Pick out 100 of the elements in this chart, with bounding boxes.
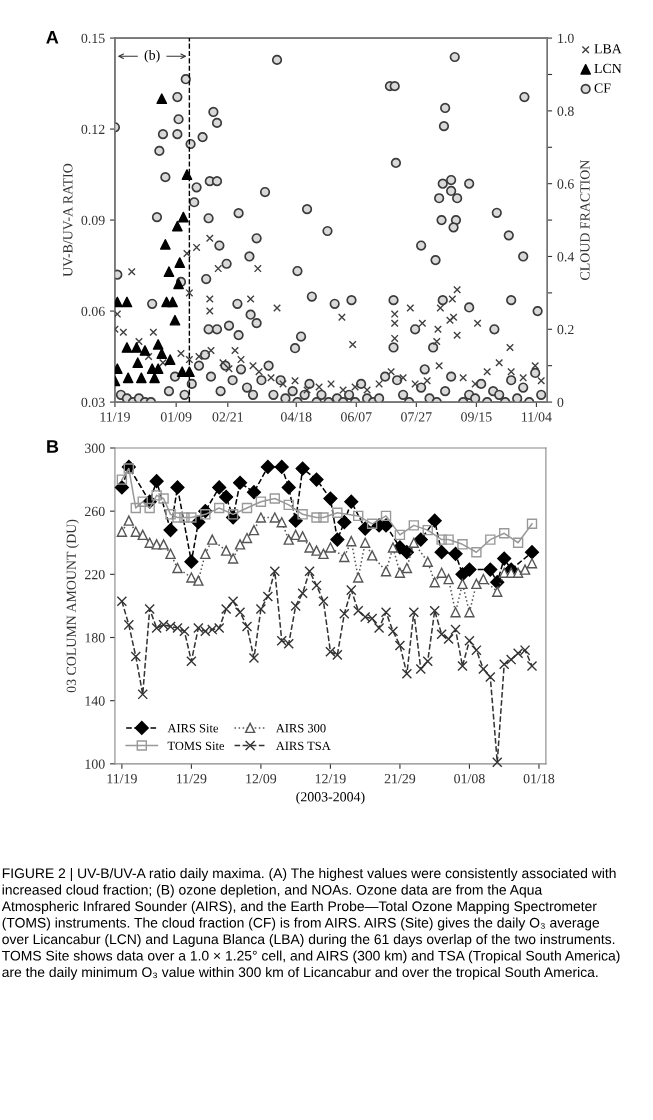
- point: [373, 622, 385, 634]
- point: [519, 644, 531, 656]
- y2-tick-label: 0.2: [557, 324, 574, 335]
- point: [137, 529, 148, 541]
- point: [241, 502, 253, 514]
- point: [269, 512, 281, 523]
- point: [132, 357, 144, 369]
- point: [526, 518, 538, 530]
- point: [130, 526, 141, 537]
- point: [436, 567, 447, 578]
- point: [130, 651, 141, 662]
- x-tick-label: 09/15: [461, 412, 492, 422]
- point: [478, 663, 489, 675]
- point: [344, 494, 359, 509]
- point: [339, 551, 350, 563]
- point: [227, 553, 239, 564]
- point: [144, 502, 155, 514]
- point: [151, 622, 162, 634]
- point: [434, 545, 449, 560]
- point: [144, 603, 155, 615]
- point: [325, 646, 336, 657]
- point: [283, 499, 294, 511]
- x-tick-label: 11/29: [177, 774, 207, 784]
- point: [408, 520, 420, 531]
- point: [137, 689, 148, 700]
- point: [164, 354, 176, 365]
- point: [485, 534, 496, 545]
- legend-label: LBA: [594, 44, 622, 54]
- point: [353, 605, 364, 616]
- point: [276, 635, 287, 646]
- y-tick-label: 140: [85, 696, 105, 706]
- y-tick-label: 0.06: [81, 306, 105, 317]
- point: [309, 472, 324, 487]
- point: [387, 542, 399, 553]
- point: [269, 493, 281, 504]
- legend-label: LCN: [594, 63, 622, 74]
- point: [464, 635, 475, 646]
- legend-label: AIRS TSA: [275, 741, 331, 751]
- y-tick-label: 260: [84, 506, 105, 517]
- point: [366, 550, 378, 561]
- point: [121, 342, 133, 353]
- point: [401, 562, 413, 574]
- x-tick-label: 11/19: [100, 412, 130, 422]
- y2-tick-label: 0: [557, 397, 564, 408]
- point: [260, 459, 275, 475]
- y-axis-title: 03 COLUMN AMOUNT (DU): [66, 519, 79, 693]
- point: [408, 537, 420, 548]
- chart-title: B: [47, 440, 59, 453]
- x-tick-label: 11/04: [522, 412, 552, 422]
- point: [158, 539, 169, 550]
- point: [200, 548, 211, 560]
- point: [179, 512, 190, 523]
- point: [415, 663, 426, 675]
- point: [443, 633, 454, 645]
- x-tick-label: 07/27: [401, 412, 432, 422]
- point: [163, 523, 178, 538]
- point: [318, 512, 329, 523]
- point: [186, 655, 197, 667]
- point: [325, 542, 336, 553]
- point: [297, 509, 308, 520]
- point: [156, 348, 168, 359]
- x-tick-label: 01/18: [523, 773, 555, 784]
- point: [304, 542, 315, 553]
- point: [394, 529, 406, 541]
- point: [448, 546, 463, 561]
- point: [121, 296, 133, 308]
- point: [304, 565, 315, 577]
- point: [512, 648, 524, 659]
- point: [311, 512, 322, 523]
- point: [498, 528, 510, 539]
- point: [297, 588, 308, 599]
- point: [337, 515, 352, 530]
- point: [318, 595, 329, 607]
- y2-tick-label: 1.0: [558, 33, 574, 44]
- point: [526, 660, 538, 672]
- y-tick-label: 0.03: [81, 397, 105, 408]
- point: [163, 266, 175, 278]
- point: [457, 578, 468, 590]
- point: [248, 652, 260, 664]
- point: [186, 512, 197, 523]
- point: [283, 638, 294, 650]
- point: [332, 507, 343, 518]
- point: [290, 600, 301, 612]
- point: [297, 531, 308, 542]
- point: [346, 584, 357, 596]
- point: [179, 625, 190, 637]
- x-axis-title: (2003-2004): [296, 791, 365, 805]
- point: [135, 372, 147, 384]
- y-axis-title: UV-B/UV-A RATIO: [63, 163, 73, 277]
- point: [408, 607, 420, 618]
- x-tick-label: 11/19: [107, 774, 137, 784]
- point: [401, 668, 413, 680]
- point: [436, 629, 447, 640]
- point: [464, 607, 475, 618]
- point: [170, 480, 185, 495]
- point: [139, 345, 151, 356]
- point: [399, 545, 414, 560]
- point: [123, 515, 135, 526]
- point: [220, 545, 232, 556]
- point: [471, 644, 482, 656]
